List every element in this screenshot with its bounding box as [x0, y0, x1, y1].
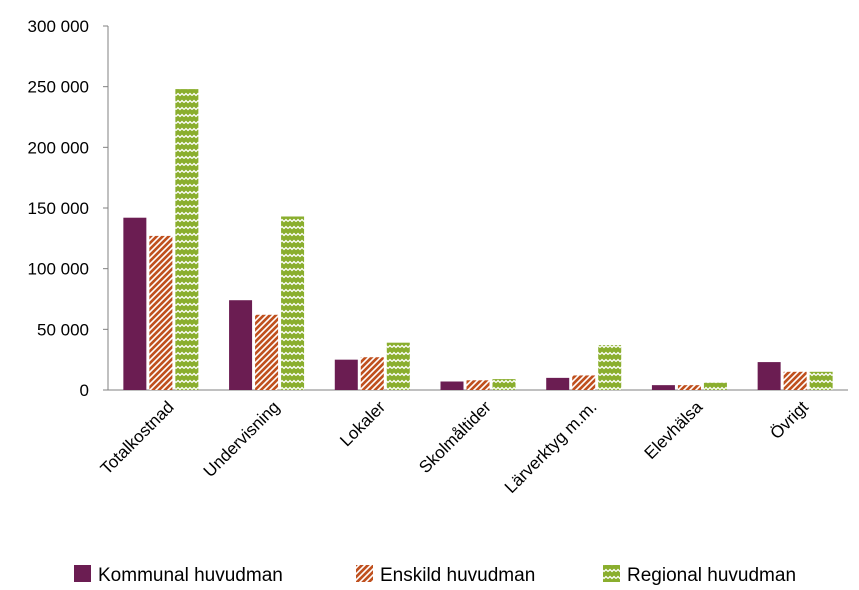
y-tick-label: 0 — [80, 381, 89, 400]
y-tick-label: 100 000 — [28, 260, 89, 279]
bar-enskild-huvudman-6 — [677, 385, 701, 390]
bar-regional-huvudman-6 — [703, 382, 727, 390]
bar-kommunal-huvudman-4 — [440, 381, 464, 390]
y-tick-label: 250 000 — [28, 78, 89, 97]
bar-regional-huvudman-1 — [175, 89, 199, 391]
x-category-label: Elevhälsa — [641, 397, 707, 463]
bar-enskild-huvudman-4 — [466, 380, 490, 390]
legend-swatch — [603, 565, 620, 582]
bar-regional-huvudman-2 — [281, 216, 305, 390]
bar-enskild-huvudman-3 — [360, 357, 384, 390]
legend-swatch — [356, 565, 373, 582]
bar-kommunal-huvudman-6 — [651, 385, 675, 390]
y-tick-label: 50 000 — [37, 320, 89, 339]
x-category-label: Skolmåltider — [415, 397, 495, 477]
bar-kommunal-huvudman-5 — [546, 377, 570, 390]
y-tick-label: 200 000 — [28, 138, 89, 157]
bar-regional-huvudman-4 — [492, 379, 516, 390]
legend-swatch — [74, 565, 91, 582]
x-category-label: Totalkostnad — [97, 397, 178, 478]
y-axis-tick-labels: 0 50 000 100 000 150 000 200 000 250 000 300 0… — [28, 17, 89, 400]
bar-regional-huvudman-7 — [809, 371, 833, 390]
x-axis-category-labels: Totalkostnad Undervisning Lokaler Skolmålti… — [97, 397, 812, 497]
bar-kommunal-huvudman-1 — [123, 217, 147, 390]
bar-regional-huvudman-5 — [598, 345, 622, 390]
x-category-label: Lokaler — [336, 397, 389, 450]
legend-label: Kommunal huvudman — [98, 565, 283, 586]
legend: Kommunal huvudman Enskild huvudman Regiona… — [74, 565, 796, 586]
axes — [103, 25, 848, 391]
bar-kommunal-huvudman-3 — [334, 359, 358, 390]
x-category-label: Övrigt — [766, 397, 812, 443]
y-tick-label: 150 000 — [28, 199, 89, 218]
bar-kommunal-huvudman-7 — [757, 362, 781, 390]
bar-enskild-huvudman-7 — [783, 371, 807, 390]
bar-enskild-huvudman-5 — [572, 375, 596, 390]
legend-label: Regional huvudman — [627, 565, 796, 586]
bar-regional-huvudman-3 — [386, 342, 410, 390]
y-tick-label: 300 000 — [28, 17, 89, 36]
x-category-label: Undervisning — [200, 397, 284, 481]
legend-label: Enskild huvudman — [380, 565, 535, 586]
bar-enskild-huvudman-1 — [149, 235, 173, 390]
bar-kommunal-huvudman-2 — [229, 300, 253, 390]
bar-enskild-huvudman-2 — [255, 314, 279, 390]
bars — [123, 89, 833, 391]
x-category-label: Lärverktyg m.m. — [501, 397, 601, 497]
